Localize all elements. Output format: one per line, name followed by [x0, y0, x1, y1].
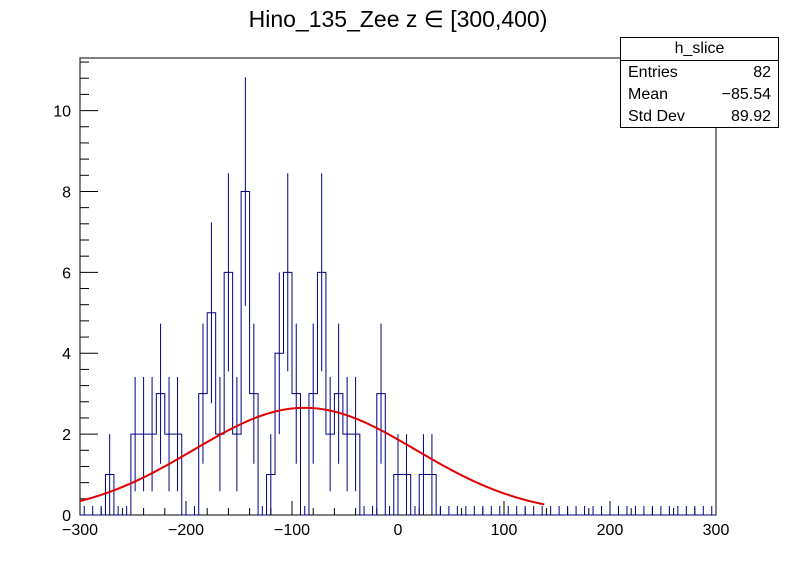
stats-box: h_slice Entries 82 Mean −85.54 Std Dev 8… [620, 37, 779, 128]
x-tick-label: −200 [168, 522, 204, 539]
gaussian-fit-curve [79, 406, 545, 506]
y-tick-label: 10 [53, 104, 71, 121]
y-tick-label: 0 [62, 508, 71, 525]
x-tick-label: −300 [62, 522, 98, 539]
stats-row-stddev: Std Dev 89.92 [621, 105, 778, 127]
y-axis: 0 2 4 6 8 10 [53, 61, 98, 525]
mean-value: −85.54 [721, 86, 771, 103]
y-tick-label: 8 [62, 184, 71, 201]
stats-row-mean: Mean −85.54 [621, 83, 778, 105]
x-tick-label: −100 [274, 522, 310, 539]
y-tick-label: 4 [62, 346, 71, 363]
stats-box-title: h_slice [621, 38, 778, 61]
entries-value: 82 [753, 64, 771, 81]
mean-label: Mean [628, 86, 669, 103]
x-tick-label: 0 [394, 522, 403, 539]
x-tick-label: 100 [491, 522, 518, 539]
x-tick-label: 300 [703, 522, 730, 539]
stddev-value: 89.92 [730, 108, 771, 125]
histogram-outline [80, 190, 716, 516]
y-tick-label: 6 [62, 265, 71, 282]
y-tick-label: 2 [62, 427, 71, 444]
error-bars [83, 77, 713, 515]
stats-row-entries: Entries 82 [621, 61, 778, 83]
x-tick-label: 200 [597, 522, 624, 539]
x-axis: −300 −200 −100 0 100 200 300 [62, 501, 729, 539]
stddev-label: Std Dev [628, 108, 685, 125]
chart-title: Hino_135_Zee z ∈ [300,400) [248, 6, 548, 32]
entries-label: Entries [628, 64, 678, 81]
